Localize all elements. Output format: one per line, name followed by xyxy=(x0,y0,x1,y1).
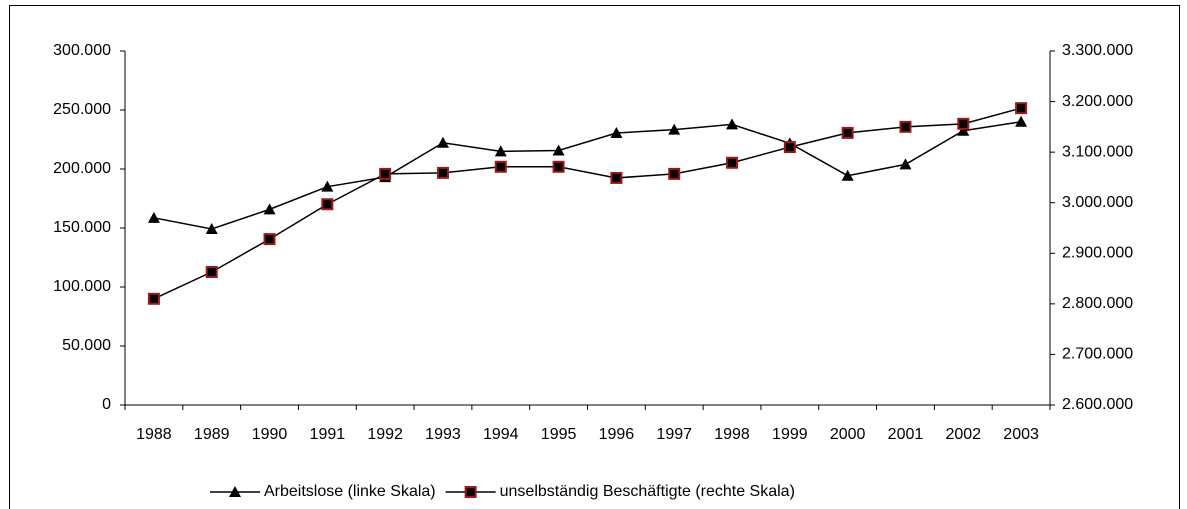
y2-tick-label: 3.100.000 xyxy=(1062,143,1133,160)
legend-label: Arbeitslose (linke Skala) xyxy=(264,483,436,500)
square-marker xyxy=(610,171,623,184)
triangle-marker xyxy=(1015,115,1028,127)
square-marker xyxy=(379,167,392,180)
y-tick-label: 250.000 xyxy=(53,101,111,118)
x-tick-label: 1991 xyxy=(310,426,346,443)
x-tick-label: 2000 xyxy=(830,426,866,443)
triangle-marker xyxy=(436,136,449,148)
x-tick-label: 2003 xyxy=(1003,426,1039,443)
square-marker xyxy=(957,117,970,130)
x-tick-label: 1997 xyxy=(656,426,692,443)
x-tick-label: 1994 xyxy=(483,426,519,443)
y2-tick-label: 3.200.000 xyxy=(1062,93,1133,110)
square-marker xyxy=(321,198,334,211)
square-marker xyxy=(726,156,739,169)
triangle-marker xyxy=(205,222,218,234)
y2-tick-label: 2.700.000 xyxy=(1062,346,1133,363)
x-tick-label: 1990 xyxy=(252,426,288,443)
series-line xyxy=(153,120,1022,230)
triangle-marker xyxy=(841,169,854,181)
legend-marker xyxy=(464,486,477,498)
y-tick-label: 0 xyxy=(102,396,111,413)
square-marker xyxy=(552,160,565,173)
legend-label: unselbständig Beschäftigte (rechte Skala… xyxy=(500,483,795,500)
chart-frame xyxy=(9,5,1180,509)
triangle-marker xyxy=(263,203,276,215)
x-tick-label: 2002 xyxy=(945,426,981,443)
legend-marker xyxy=(229,486,241,497)
x-tick-label: 1992 xyxy=(367,426,403,443)
square-marker xyxy=(783,141,796,154)
x-tick-label: 1999 xyxy=(772,426,808,443)
y2-tick-label: 2.900.000 xyxy=(1062,245,1133,262)
y-tick-label: 100.000 xyxy=(53,278,111,295)
y2-tick-label: 2.800.000 xyxy=(1062,295,1133,312)
square-marker xyxy=(263,233,276,246)
square-marker xyxy=(668,167,681,180)
y-tick-label: 300.000 xyxy=(53,42,111,59)
square-marker xyxy=(899,120,912,133)
square-marker xyxy=(841,126,854,139)
triangle-marker xyxy=(494,145,507,157)
y-tick-label: 50.000 xyxy=(62,337,111,354)
triangle-marker xyxy=(321,180,334,192)
x-tick-label: 1993 xyxy=(425,426,461,443)
triangle-marker xyxy=(957,124,970,136)
y-tick-label: 200.000 xyxy=(53,160,111,177)
triangle-marker xyxy=(899,158,912,170)
y-tick-label: 150.000 xyxy=(53,219,111,236)
square-marker xyxy=(436,166,449,179)
square-marker xyxy=(147,292,160,305)
square-marker xyxy=(494,160,507,173)
y2-tick-label: 3.300.000 xyxy=(1062,42,1133,59)
series-line xyxy=(153,107,1022,300)
triangle-marker xyxy=(552,144,565,156)
x-tick-label: 1998 xyxy=(714,426,750,443)
triangle-marker xyxy=(668,123,681,135)
x-tick-label: 1988 xyxy=(136,426,172,443)
triangle-marker xyxy=(147,211,160,223)
triangle-marker xyxy=(726,118,739,130)
x-tick-label: 1995 xyxy=(541,426,577,443)
y2-tick-label: 2.600.000 xyxy=(1062,396,1133,413)
y2-tick-label: 3.000.000 xyxy=(1062,194,1133,211)
square-marker xyxy=(1015,102,1028,115)
square-marker xyxy=(205,265,218,278)
x-tick-label: 1989 xyxy=(194,426,230,443)
triangle-marker xyxy=(610,127,623,139)
x-tick-label: 2001 xyxy=(888,426,924,443)
x-tick-label: 1996 xyxy=(599,426,635,443)
